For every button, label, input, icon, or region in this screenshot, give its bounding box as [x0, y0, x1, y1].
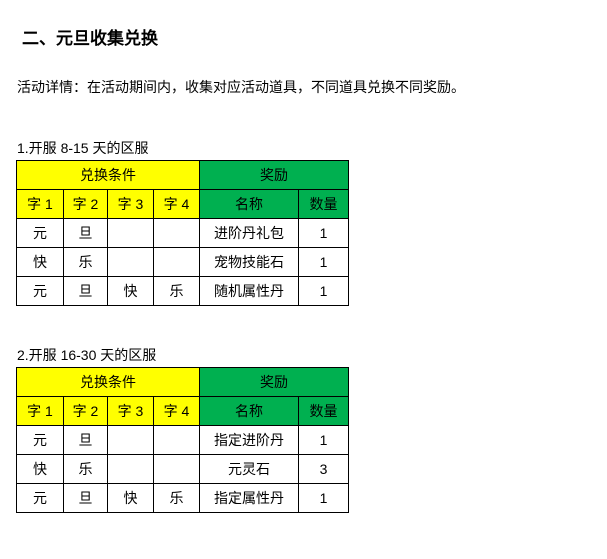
reward-name-cell: 指定属性丹 [199, 483, 299, 513]
exchange-table-2: 兑换条件 奖励 字 1 字 2 字 3 字 4 名称 数量 元 旦 指定进阶丹 … [16, 367, 349, 513]
condition-group-header: 兑换条件 [16, 367, 200, 397]
exchange-table-1: 兑换条件 奖励 字 1 字 2 字 3 字 4 名称 数量 元 旦 进阶丹礼包 … [16, 160, 349, 306]
column-header-char2: 字 2 [63, 396, 108, 426]
column-header-char4: 字 4 [153, 396, 200, 426]
column-header-char3: 字 3 [107, 189, 154, 219]
char-cell: 乐 [153, 483, 200, 513]
reward-qty-cell: 1 [298, 247, 349, 277]
activity-description: 活动详情：在活动期间内，收集对应活动道具，不同道具兑换不同奖励。 [17, 79, 465, 95]
char-cell: 旦 [63, 483, 108, 513]
reward-name-cell: 随机属性丹 [199, 276, 299, 306]
char-cell: 元 [16, 483, 64, 513]
reward-name-cell: 宠物技能石 [199, 247, 299, 277]
column-header-qty: 数量 [298, 396, 349, 426]
char-cell: 旦 [63, 276, 108, 306]
reward-qty-cell: 1 [298, 425, 349, 455]
column-header-char2: 字 2 [63, 189, 108, 219]
reward-group-header: 奖励 [199, 367, 349, 397]
column-header-row: 字 1 字 2 字 3 字 4 名称 数量 [16, 189, 349, 219]
table-row: 快 乐 宠物技能石 1 [16, 247, 349, 277]
char-cell: 快 [16, 454, 64, 484]
reward-qty-cell: 1 [298, 483, 349, 513]
char-cell [107, 218, 154, 248]
group-header-row: 兑换条件 奖励 [16, 160, 349, 190]
char-cell: 乐 [153, 276, 200, 306]
table-row: 快 乐 元灵石 3 [16, 454, 349, 484]
char-cell [107, 247, 154, 277]
char-cell: 旦 [63, 425, 108, 455]
char-cell: 乐 [63, 454, 108, 484]
column-header-char1: 字 1 [16, 396, 64, 426]
char-cell: 乐 [63, 247, 108, 277]
char-cell [153, 247, 200, 277]
table-row: 元 旦 进阶丹礼包 1 [16, 218, 349, 248]
reward-qty-cell: 1 [298, 218, 349, 248]
section-1-label: 1.开服 8-15 天的区服 [17, 140, 149, 156]
char-cell: 元 [16, 425, 64, 455]
section-servers-8-15: 1.开服 8-15 天的区服 兑换条件 奖励 字 1 字 2 字 3 字 4 名… [0, 139, 607, 306]
reward-name-cell: 指定进阶丹 [199, 425, 299, 455]
char-cell [107, 425, 154, 455]
char-cell: 元 [16, 218, 64, 248]
column-header-name: 名称 [199, 396, 299, 426]
condition-group-header: 兑换条件 [16, 160, 200, 190]
column-header-row: 字 1 字 2 字 3 字 4 名称 数量 [16, 396, 349, 426]
char-cell [153, 218, 200, 248]
column-header-name: 名称 [199, 189, 299, 219]
group-header-row: 兑换条件 奖励 [16, 367, 349, 397]
table-row: 元 旦 快 乐 随机属性丹 1 [16, 276, 349, 306]
page-title: 二、元旦收集兑换 [22, 29, 158, 48]
char-cell: 快 [107, 276, 154, 306]
char-cell [153, 425, 200, 455]
column-header-char1: 字 1 [16, 189, 64, 219]
table-row: 元 旦 快 乐 指定属性丹 1 [16, 483, 349, 513]
reward-group-header: 奖励 [199, 160, 349, 190]
char-cell: 元 [16, 276, 64, 306]
reward-qty-cell: 1 [298, 276, 349, 306]
char-cell: 快 [107, 483, 154, 513]
char-cell: 旦 [63, 218, 108, 248]
column-header-char4: 字 4 [153, 189, 200, 219]
column-header-qty: 数量 [298, 189, 349, 219]
reward-name-cell: 进阶丹礼包 [199, 218, 299, 248]
char-cell [107, 454, 154, 484]
char-cell: 快 [16, 247, 64, 277]
section-2-label: 2.开服 16-30 天的区服 [17, 347, 157, 363]
reward-name-cell: 元灵石 [199, 454, 299, 484]
column-header-char3: 字 3 [107, 396, 154, 426]
section-servers-16-30: 2.开服 16-30 天的区服 兑换条件 奖励 字 1 字 2 字 3 字 4 … [0, 346, 607, 513]
reward-qty-cell: 3 [298, 454, 349, 484]
table-row: 元 旦 指定进阶丹 1 [16, 425, 349, 455]
char-cell [153, 454, 200, 484]
